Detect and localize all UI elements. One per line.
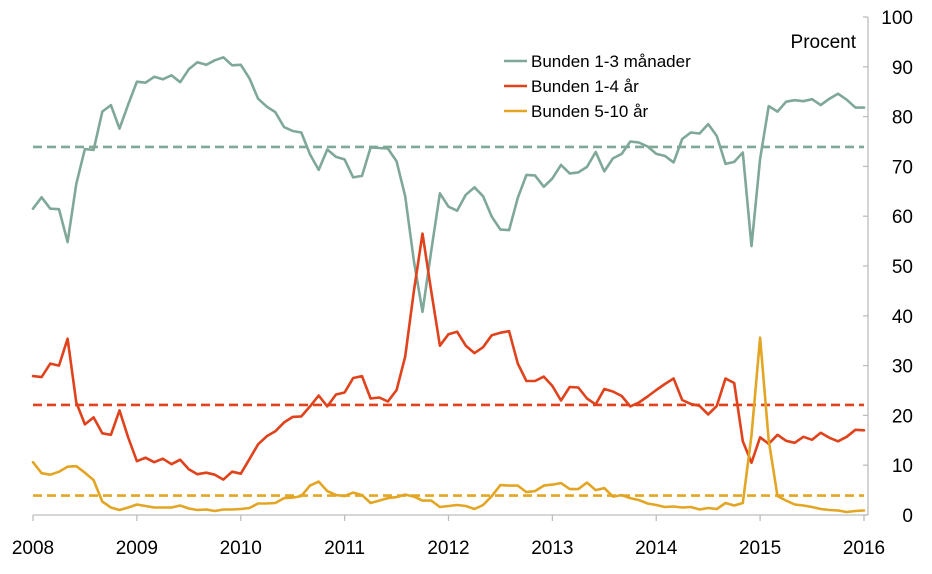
x-tick-label: 2009 xyxy=(116,538,158,559)
legend-label: Bunden 1-3 månader xyxy=(531,52,691,71)
y-tick-label: 50 xyxy=(892,257,913,278)
x-tick-label: 2013 xyxy=(531,538,573,559)
x-tick-label: 2008 xyxy=(12,538,54,559)
x-tick-label: 2014 xyxy=(635,538,678,559)
x-axis-ticks: 2008 2009 2010 2011 2012 2013 2014 2015 2016 xyxy=(12,515,885,559)
legend: Bunden 1-3 månader Bunden 1-4 år Bunden 5-… xyxy=(504,52,691,121)
y-tick-label: 0 xyxy=(902,506,913,527)
y-tick-label: 100 xyxy=(881,8,913,29)
x-tick-label: 2011 xyxy=(324,538,365,559)
y-tick-label: 90 xyxy=(892,58,913,79)
y-tick-label: 40 xyxy=(892,307,913,328)
y-tick-label: 20 xyxy=(892,406,913,427)
y-tick-label: 30 xyxy=(892,357,913,378)
series-lines xyxy=(31,55,866,514)
reference-lines xyxy=(33,145,864,497)
series-line xyxy=(31,336,866,514)
x-tick-label: 2016 xyxy=(843,538,885,559)
y-tick-label: 10 xyxy=(892,456,913,477)
y-tick-label: 80 xyxy=(892,108,913,129)
legend-label: Bunden 1-4 år xyxy=(531,77,639,96)
x-tick-label: 2015 xyxy=(739,538,781,559)
x-tick-label: 2010 xyxy=(220,538,262,559)
y-unit-label: Procent xyxy=(791,32,857,53)
x-tick-label: 2012 xyxy=(427,538,469,559)
legend-label: Bunden 5-10 år xyxy=(531,102,649,121)
series-line xyxy=(31,55,866,314)
y-axis-ticks: 0 10 20 30 40 50 60 70 80 90 100 xyxy=(863,8,913,527)
y-tick-label: 60 xyxy=(892,207,913,228)
series-line xyxy=(31,232,866,481)
y-tick-label: 70 xyxy=(892,157,913,178)
